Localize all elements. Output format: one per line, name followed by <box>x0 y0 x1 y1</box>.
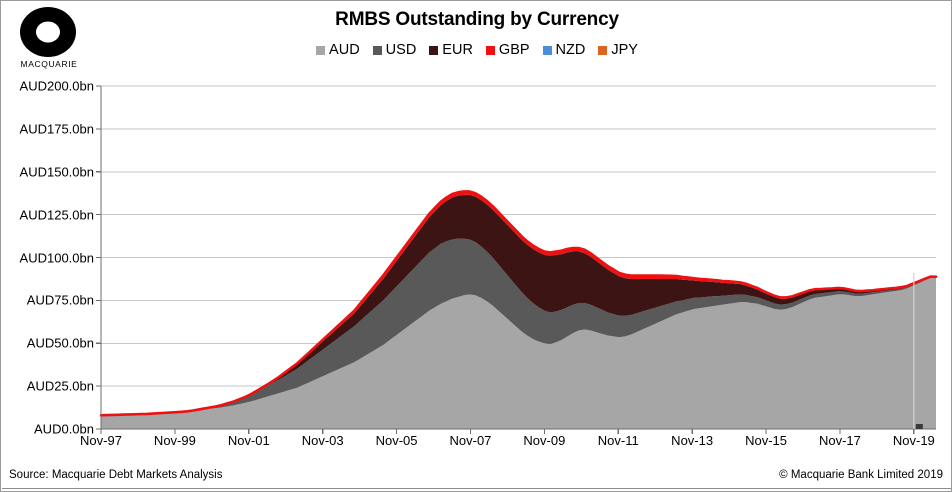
y-axis-tick-label: AUD125.0bn <box>19 207 94 223</box>
area-series-aud <box>101 278 936 429</box>
legend-item-gbp[interactable]: GBP <box>485 42 530 58</box>
legend-label-eur: EUR <box>442 42 473 58</box>
legend-swatch-jpy <box>598 45 608 55</box>
legend-item-jpy[interactable]: JPY <box>598 43 638 58</box>
y-axis-tick-label: AUD75.0bn <box>26 292 94 308</box>
legend-label-usd: USD <box>385 42 417 58</box>
footer-copyright: © Macquarie Bank Limited 2019 <box>779 469 943 481</box>
legend-swatch-nzd <box>542 45 552 55</box>
y-axis-tick-label: AUD200.0bn <box>19 78 94 94</box>
x-axis-tick-label: Nov-15 <box>745 433 787 448</box>
area-series-usd <box>101 238 936 416</box>
legend-label-aud: AUD <box>329 42 360 58</box>
legend-swatch-eur <box>429 45 439 55</box>
x-axis-tick-label: Nov-11 <box>597 433 639 448</box>
x-axis-tick-label: Nov-19 <box>892 433 935 448</box>
x-axis-tick-label: Nov-01 <box>227 433 270 448</box>
chart-legend: AUD USD EUR GBP NZD JPY <box>1 42 951 58</box>
plot-area: AUD0.0bn AUD25.0bn AUD50.0bn AUD75.0bn AUD10… <box>1 1 951 461</box>
y-axis-tick-label: AUD0.0bn <box>34 421 94 437</box>
legend-item-usd[interactable]: USD <box>372 42 417 58</box>
y-axis-tick-label: AUD100.0bn <box>19 250 94 265</box>
x-axis-tick-label: Nov-13 <box>671 433 714 448</box>
end-data-marker <box>915 424 923 429</box>
macquarie-logo: MACQUARIE <box>13 7 85 71</box>
macquarie-wordmark: MACQUARIE <box>20 59 78 69</box>
footer-divider <box>2 488 951 489</box>
legend-label-nzd: NZD <box>555 42 586 58</box>
x-axis-tick-label: Nov-05 <box>375 433 418 448</box>
legend-label-jpy: JPY <box>611 42 638 58</box>
legend-swatch-aud <box>316 45 326 55</box>
legend-label-gbp: GBP <box>498 42 530 58</box>
legend-item-nzd[interactable]: NZD <box>542 42 586 58</box>
y-axis-tick-label: AUD50.0bn <box>26 335 94 351</box>
x-axis-tick-label: Nov-97 <box>80 433 122 448</box>
legend-swatch-gbp <box>485 45 495 55</box>
legend-item-eur[interactable]: EUR <box>429 43 473 58</box>
y-axis-tick-label: AUD175.0bn <box>19 121 94 137</box>
footer-source: Source: Macquarie Debt Markets Analysis <box>9 469 223 481</box>
x-axis-tick-label: Nov-07 <box>449 433 492 448</box>
x-axis-tick-label: Nov-99 <box>153 433 196 448</box>
axes <box>96 85 936 434</box>
area-series-eur <box>101 194 936 416</box>
macquarie-ring-icon <box>20 7 76 57</box>
chart-svg <box>96 85 938 434</box>
area-series-gbp <box>101 191 936 416</box>
x-axis-tick-label: Nov-03 <box>301 433 344 448</box>
legend-swatch-usd <box>372 45 382 55</box>
y-axis-labels: AUD0.0bn AUD25.0bn AUD50.0bn AUD75.0bn AUD10… <box>1 1 94 461</box>
stacked-areas <box>101 191 936 429</box>
chart-title: RMBS Outstanding by Currency <box>335 9 619 30</box>
y-axis-tick-label: AUD25.0bn <box>26 378 94 394</box>
stack-top-outline <box>99 190 938 417</box>
x-axis-tick-label: Nov-09 <box>523 433 566 448</box>
x-axis-tick-label: Nov-17 <box>818 433 861 448</box>
y-axis-tick-label: AUD150.0bn <box>19 164 94 180</box>
legend-item-aud[interactable]: AUD <box>316 43 360 58</box>
